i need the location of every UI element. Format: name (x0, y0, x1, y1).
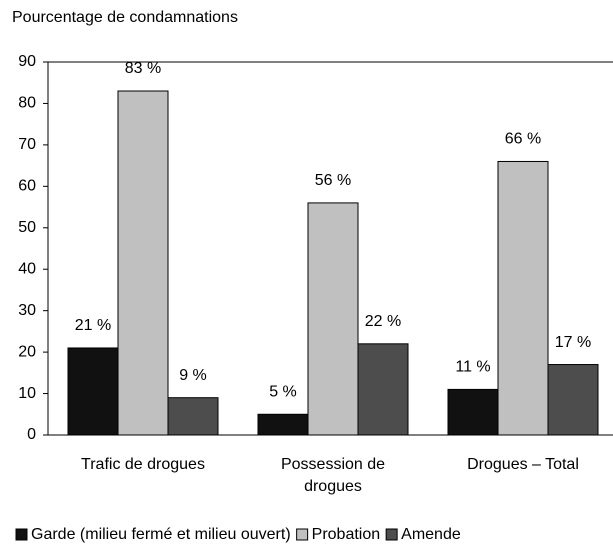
legend-label: Amende (401, 526, 461, 543)
legend-swatch (385, 528, 398, 541)
y-tick-label: 90 (18, 53, 36, 70)
legend-swatch (15, 528, 28, 541)
bar (447, 388, 499, 436)
y-tick-label: 70 (18, 136, 36, 153)
data-label: 83 % (125, 60, 161, 77)
chart-title: Pourcentage de condamnations (12, 9, 238, 26)
data-label: 17 % (555, 334, 591, 351)
y-tick-label: 20 (18, 343, 36, 360)
bar (547, 364, 599, 436)
legend-label: Probation (312, 526, 381, 543)
y-tick-label: 30 (18, 302, 36, 319)
bar (117, 90, 169, 436)
data-label: 21 % (75, 317, 111, 334)
data-label: 56 % (315, 172, 351, 189)
data-label: 9 % (179, 367, 207, 384)
bar (67, 347, 119, 436)
bar (357, 343, 409, 436)
data-label: 11 % (455, 359, 490, 376)
data-label: 66 % (505, 131, 541, 148)
legend-label: Garde (milieu fermé et milieu ouvert) (31, 526, 291, 543)
x-tick-label: Trafic de drogues (81, 456, 205, 473)
y-tick-label: 80 (18, 95, 36, 112)
x-tick-label: Possession de drogues (280, 456, 386, 495)
data-label: 22 % (365, 313, 401, 330)
y-tick-label: 60 (18, 178, 36, 195)
data-label: 5 % (269, 383, 297, 400)
legend-swatch (296, 528, 309, 541)
y-tick-label: 50 (18, 219, 36, 236)
x-tick-label: Drogues – Total (467, 456, 579, 473)
y-tick-label: 0 (27, 426, 36, 443)
bar (167, 397, 219, 436)
y-tick-label: 10 (18, 385, 36, 402)
bar (257, 413, 309, 436)
bar (497, 160, 549, 436)
bar (307, 202, 359, 436)
y-tick-label: 40 (18, 260, 36, 277)
